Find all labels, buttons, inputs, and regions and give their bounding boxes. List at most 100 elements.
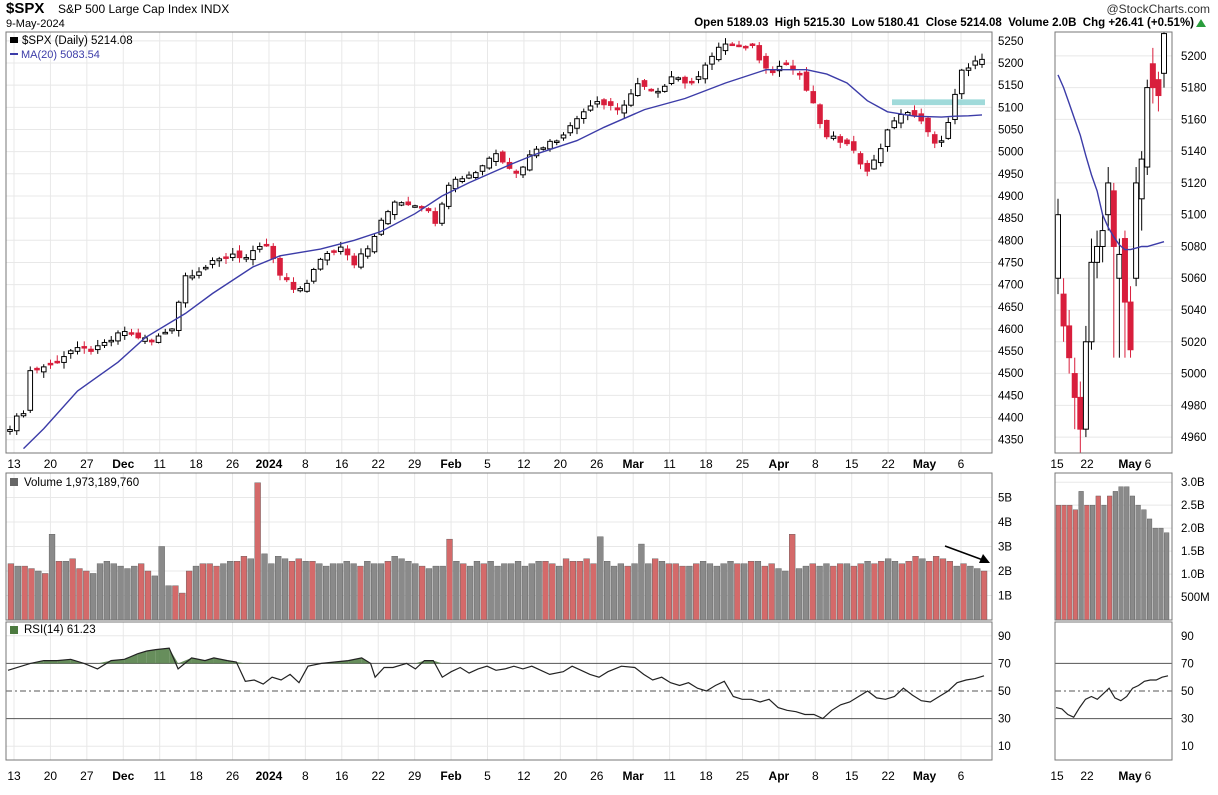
- volume-bar: [268, 563, 275, 621]
- zoom-rsi-y-tick: 70: [1181, 658, 1194, 670]
- volume-bar: [720, 563, 727, 621]
- price-y-tick: 4650: [998, 302, 1024, 314]
- volume-bar: [391, 556, 398, 621]
- rsi-y-tick: 70: [998, 658, 1011, 670]
- price-candle: [695, 76, 702, 80]
- rsi-overbought-fill: [124, 653, 138, 664]
- volume-bar: [590, 563, 597, 621]
- chg-label: Chg: [1082, 17, 1106, 29]
- close-value: 5214.08: [960, 17, 1002, 29]
- price-candle: [736, 44, 742, 48]
- volume-bar: [980, 570, 988, 621]
- price-candle: [162, 331, 169, 335]
- volume-bar: [7, 563, 15, 621]
- volume-bar: [55, 561, 63, 621]
- price-candle: [621, 104, 628, 114]
- price-y-tick: 4600: [998, 324, 1024, 336]
- price-candle: [547, 140, 553, 150]
- legend-price-swatch: [10, 37, 18, 43]
- volume-bar: [117, 565, 124, 621]
- volume-bar: [830, 565, 837, 621]
- rsi-x-tick: 15: [845, 769, 859, 783]
- volume-bar: [645, 563, 652, 621]
- price-candle: [641, 80, 648, 87]
- price-candle: [574, 118, 580, 129]
- rsi-x-tick: Apr: [769, 769, 790, 783]
- zoom-rsi-line: [1055, 675, 1169, 718]
- volume-bar: [350, 563, 357, 621]
- price-candle: [7, 429, 13, 432]
- price-candle: [553, 140, 560, 143]
- chart-date: 9-May-2024: [6, 18, 65, 30]
- price-candle: [94, 345, 101, 351]
- price-y-tick: 4900: [998, 191, 1024, 203]
- price-y-tick: 5250: [998, 36, 1024, 48]
- zoom-volume-bar: [1118, 486, 1124, 621]
- price-candle: [918, 113, 925, 122]
- rsi-icon: [10, 626, 18, 634]
- price-candle: [385, 211, 391, 225]
- price-candle: [668, 76, 675, 84]
- price-candle: [479, 165, 486, 172]
- price-candle: [796, 72, 803, 76]
- volume-bar: [494, 565, 501, 621]
- price-candle: [371, 235, 378, 253]
- price-candle: [580, 111, 587, 120]
- volume-bar: [747, 561, 755, 621]
- volume-bar: [323, 565, 330, 621]
- zoom-volume-bar: [1124, 486, 1130, 621]
- rsi-overbought-fill: [155, 648, 170, 664]
- price-candle: [108, 339, 115, 343]
- price-candle: [182, 275, 189, 304]
- rsi-x-tick: 18: [189, 769, 203, 783]
- price-candle: [283, 277, 290, 281]
- volume-bar: [288, 561, 296, 621]
- zoom-volume-frame: [1054, 472, 1173, 621]
- rsi-x-tick: 13: [7, 769, 21, 783]
- price-y-tick: 4950: [998, 169, 1024, 181]
- volume-bar: [316, 563, 323, 621]
- zoom-candle: [1149, 63, 1156, 89]
- volume-bar: [329, 563, 337, 621]
- price-y-tick: 5000: [998, 147, 1024, 159]
- volume-bar: [946, 561, 953, 621]
- chg-value: +26.41 (+0.51%): [1108, 17, 1194, 29]
- volume-bar: [960, 563, 967, 621]
- high-label: High: [774, 17, 801, 29]
- volume-bar: [138, 563, 145, 621]
- zoom-y-tick: 5180: [1181, 83, 1207, 95]
- volume-bar: [576, 561, 583, 621]
- price-candle: [344, 248, 351, 256]
- price-candle: [729, 43, 736, 47]
- price-candle: [655, 90, 661, 94]
- price-x-tick: 8: [302, 457, 309, 471]
- price-candle: [675, 77, 682, 80]
- volume-bar: [480, 563, 487, 621]
- zoom-y-tick: 4980: [1181, 400, 1207, 412]
- price-candle: [823, 119, 830, 138]
- price-candle: [364, 248, 371, 257]
- price-candle: [607, 101, 614, 106]
- rsi-x-tick: 16: [335, 769, 349, 783]
- legend-price-label: $SPX (Daily) 5214.08: [22, 35, 133, 47]
- price-x-tick: 11: [663, 457, 676, 471]
- volume-bar: [658, 561, 666, 621]
- zoom-y-tick: 5000: [1181, 369, 1207, 381]
- zoom-rsi-y-tick: 90: [1181, 631, 1194, 643]
- price-candle: [34, 367, 40, 371]
- high-value: 5215.30: [803, 17, 846, 29]
- volume-bar: [939, 558, 947, 621]
- rsi-x-tick: 11: [153, 769, 166, 783]
- price-candle: [844, 139, 850, 145]
- volume-bar: [151, 575, 158, 621]
- price-x-tick: 15: [845, 457, 859, 471]
- volume-bar: [528, 563, 535, 621]
- volume-bar: [823, 563, 830, 621]
- price-candle: [817, 104, 823, 125]
- price-candle: [709, 55, 715, 65]
- zoom-volume-y-tick: 1.5B: [1181, 546, 1205, 558]
- price-candle: [850, 141, 857, 151]
- volume-bar: [665, 563, 672, 621]
- price-candle: [810, 91, 817, 104]
- volume-bar: [446, 538, 453, 621]
